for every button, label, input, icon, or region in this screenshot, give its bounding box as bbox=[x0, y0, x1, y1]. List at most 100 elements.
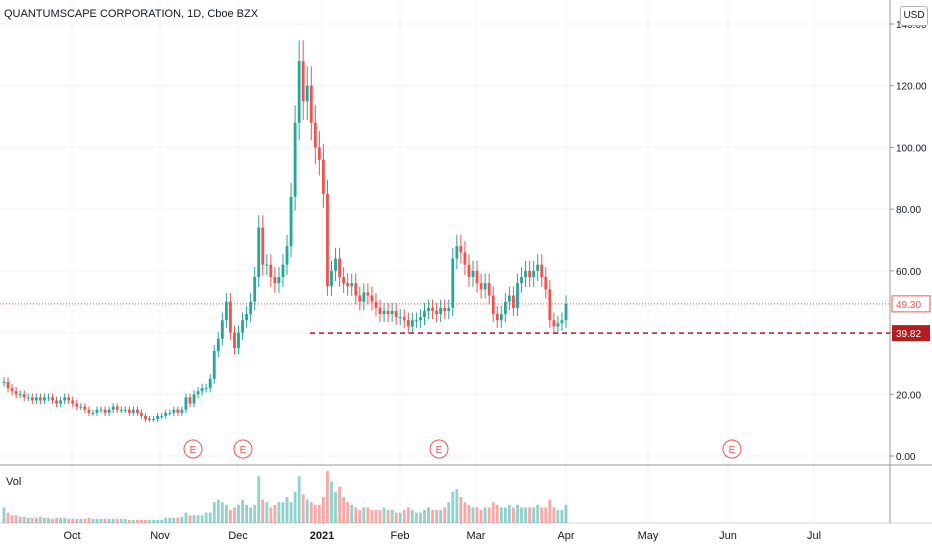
candle-body bbox=[51, 397, 54, 401]
candle-body bbox=[245, 314, 249, 321]
candle-body bbox=[79, 406, 83, 408]
candle-body bbox=[200, 388, 204, 392]
volume-bar bbox=[305, 499, 309, 523]
volume-bar bbox=[245, 504, 249, 523]
candle-body bbox=[55, 400, 58, 404]
volume-bar bbox=[564, 504, 568, 523]
volume-bar bbox=[520, 507, 523, 523]
candle-body bbox=[83, 406, 87, 410]
volume-bar bbox=[532, 507, 536, 523]
candle-body bbox=[164, 412, 168, 416]
y-tick-label: 0.00 bbox=[896, 452, 916, 463]
volume-bar bbox=[499, 507, 503, 523]
earnings-marker[interactable] bbox=[183, 439, 203, 459]
volume-bar bbox=[87, 517, 91, 523]
volume-bar bbox=[471, 507, 475, 523]
volume-bar bbox=[467, 504, 471, 523]
candle-body bbox=[516, 283, 519, 308]
candle-body bbox=[394, 310, 398, 318]
volume-bar bbox=[354, 507, 358, 523]
volume-label: Vol bbox=[6, 476, 22, 488]
candle-body bbox=[22, 394, 26, 398]
volume-bar bbox=[172, 517, 176, 523]
volume-bar bbox=[414, 512, 418, 523]
volume-bar bbox=[127, 519, 131, 523]
candle-body bbox=[491, 295, 495, 315]
candle-body bbox=[95, 409, 99, 413]
volume-bar bbox=[309, 502, 313, 523]
volume-bar bbox=[544, 507, 548, 523]
candle-body bbox=[281, 264, 285, 278]
earnings-marker[interactable] bbox=[429, 439, 449, 459]
volume-bar bbox=[338, 486, 341, 523]
candle-body bbox=[188, 397, 192, 404]
candle-body bbox=[354, 283, 358, 296]
candle-body bbox=[471, 270, 475, 278]
candle-body bbox=[220, 320, 224, 339]
candle-body bbox=[43, 397, 46, 401]
y-tick-label: 20.00 bbox=[896, 390, 921, 401]
volume-bar bbox=[79, 518, 83, 523]
candle-body bbox=[313, 122, 317, 148]
volume-bar bbox=[463, 502, 467, 523]
candle-body bbox=[180, 409, 184, 413]
volume-bar bbox=[257, 476, 261, 523]
volume-bar bbox=[491, 502, 495, 523]
volume-bar bbox=[220, 502, 224, 523]
candle-body bbox=[346, 283, 350, 287]
volume-bar bbox=[176, 517, 180, 523]
volume-bar bbox=[99, 518, 103, 523]
volume-bar bbox=[237, 504, 240, 523]
candle-body bbox=[237, 332, 240, 348]
volume-bar bbox=[459, 497, 463, 523]
volume-bar bbox=[91, 518, 95, 523]
candle-body bbox=[378, 307, 382, 315]
currency-button[interactable]: USD bbox=[900, 6, 928, 26]
candle-body bbox=[358, 295, 362, 302]
volume-bar bbox=[330, 481, 333, 523]
candle-body bbox=[229, 301, 232, 333]
candle-body bbox=[423, 310, 426, 318]
candle-body bbox=[564, 303, 568, 321]
earnings-marker[interactable] bbox=[233, 439, 253, 459]
volume-bar bbox=[447, 502, 451, 523]
candle-body bbox=[560, 320, 564, 324]
candle-body bbox=[265, 264, 269, 266]
earnings-marker[interactable] bbox=[722, 439, 742, 459]
volume-bar bbox=[390, 510, 394, 523]
volume-bar bbox=[378, 510, 382, 523]
volume-bar bbox=[277, 502, 281, 523]
candle-body bbox=[447, 307, 451, 311]
volume-bar bbox=[402, 510, 406, 523]
support-label: 39.82 bbox=[896, 329, 921, 340]
volume-bar bbox=[229, 510, 232, 523]
candle-body bbox=[342, 277, 346, 284]
volume-bar bbox=[334, 491, 337, 523]
volume-bar bbox=[398, 512, 402, 523]
candle-body bbox=[495, 314, 499, 321]
candle-body bbox=[520, 277, 523, 284]
volume-bar bbox=[168, 517, 172, 523]
candle-body bbox=[208, 378, 212, 389]
earnings-marker-label: E bbox=[436, 445, 443, 456]
y-tick-label: 120.00 bbox=[896, 82, 927, 93]
volume-bar bbox=[63, 517, 67, 523]
candle-body bbox=[532, 270, 536, 278]
x-tick-label: Apr bbox=[557, 530, 574, 542]
volume-bar bbox=[358, 510, 362, 523]
candle-body bbox=[26, 397, 30, 399]
volume-bar bbox=[107, 518, 111, 523]
candle-body bbox=[410, 320, 414, 327]
candle-body bbox=[38, 397, 42, 401]
candle-body bbox=[475, 270, 479, 284]
volume-bar bbox=[406, 507, 410, 523]
candle-body bbox=[168, 412, 172, 414]
volume-bar bbox=[71, 518, 75, 523]
volume-bar bbox=[507, 504, 511, 523]
symbol-title[interactable]: QUANTUMSCAPE CORPORATION, 1D, Cboe BZX bbox=[4, 8, 259, 20]
candle-body bbox=[216, 338, 220, 352]
candle-body bbox=[136, 409, 139, 413]
candle-body bbox=[479, 283, 483, 290]
candle-body bbox=[123, 409, 127, 411]
